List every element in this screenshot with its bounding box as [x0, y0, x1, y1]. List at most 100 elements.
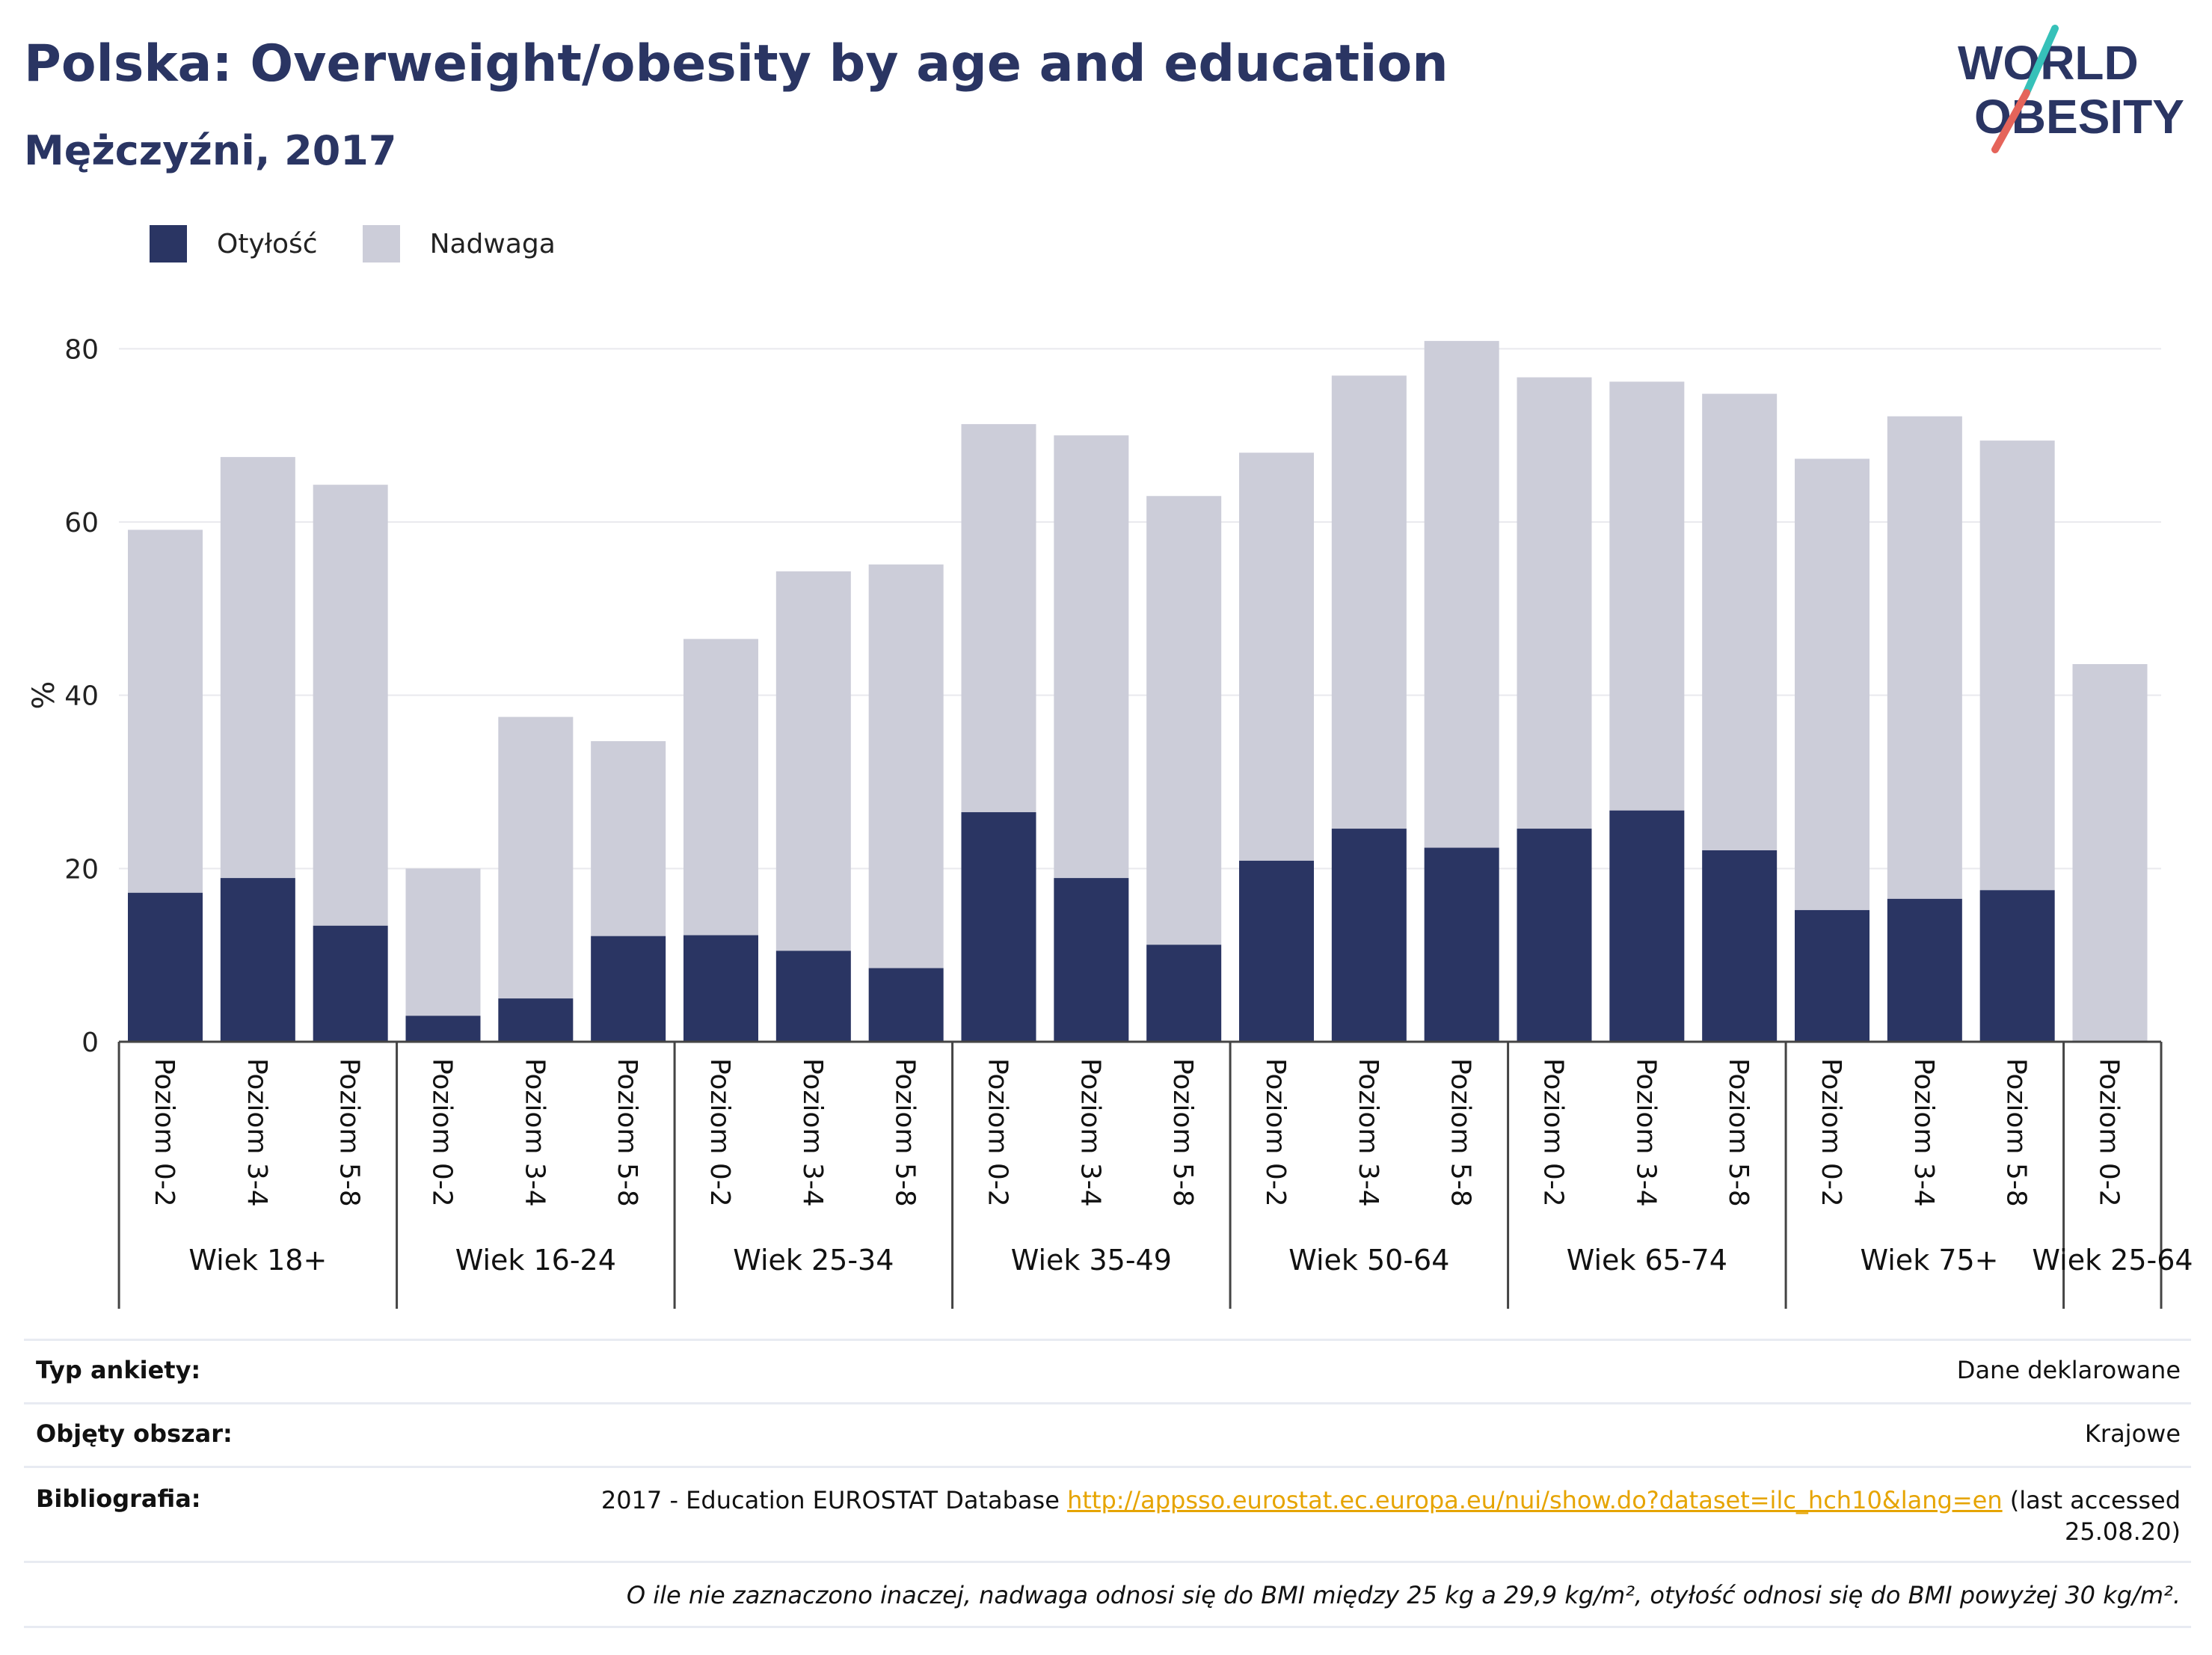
area-label: Objęty obszar:	[36, 1419, 233, 1448]
x-tick-label: Poziom 0-2	[149, 1058, 179, 1207]
bar-obesity	[1609, 810, 1685, 1042]
bar-obesity	[1517, 829, 1592, 1042]
bibliography-date: 25.08.20)	[2065, 1517, 2181, 1546]
bar-overweight	[775, 571, 851, 951]
bar-overweight	[405, 868, 481, 1016]
bar-obesity	[1795, 909, 1870, 1042]
bar-obesity	[1146, 945, 1222, 1042]
bar-overweight	[1979, 440, 2055, 891]
bar-obesity	[591, 936, 666, 1042]
y-axis-label: %	[27, 681, 61, 710]
x-tick-label: Poziom 0-2	[2094, 1058, 2125, 1207]
x-tick-label: Poziom 3-4	[242, 1058, 272, 1207]
bar-overweight	[961, 424, 1036, 813]
bibliography-text: 2017 - Education EUROSTAT Database	[600, 1486, 1060, 1514]
bar-overweight	[1702, 393, 1778, 851]
bar-overweight	[2072, 663, 2148, 1042]
chart-title: Polska: Overweight/obesity by age and ed…	[24, 34, 1448, 93]
bar-obesity	[498, 998, 574, 1042]
bar-obesity	[1979, 890, 2055, 1042]
legend-label-obesity: Otyłość	[217, 228, 318, 260]
legend-swatch-obesity	[150, 225, 187, 262]
bar-obesity	[1424, 847, 1499, 1042]
metadata-table: Typ ankiety: Dane deklarowane Objęty obs…	[24, 1339, 2191, 1628]
bar-overweight	[1887, 416, 1962, 899]
bar-overweight	[1424, 340, 1499, 848]
bar-overweight	[1331, 375, 1407, 829]
meta-row-bibliography: Bibliografia: 2017 - Education EUROSTAT …	[24, 1466, 2191, 1561]
bar-obesity	[220, 878, 295, 1042]
group-label: Wiek 16-24	[455, 1244, 616, 1277]
bar-overweight	[313, 485, 388, 926]
bibliography-link[interactable]: http://appsso.eurostat.ec.europa.eu/nui/…	[1067, 1486, 2003, 1514]
x-tick-label: Poziom 0-2	[1816, 1058, 1846, 1207]
area-value: Krajowe	[2084, 1419, 2181, 1448]
bar-obesity	[405, 1016, 481, 1042]
stacked-bar-chart: 0 20 40 60 80% Poziom 0-2 Poziom 3-4 Poziom 5-8…	[27, 334, 2193, 1309]
x-tick-label: Poziom 0-2	[427, 1058, 458, 1207]
meta-row-survey: Typ ankiety: Dane deklarowane	[24, 1339, 2191, 1402]
bar-overweight	[1609, 381, 1685, 811]
y-tick-label: 80	[64, 334, 99, 365]
bar-obesity	[683, 935, 758, 1042]
logo-slash-teal	[2021, 25, 2059, 99]
group-label: Wiek 25-64	[2032, 1244, 2193, 1277]
survey-type-value: Dane deklarowane	[1956, 1356, 2181, 1384]
x-tick-label: Poziom 0-2	[1260, 1058, 1291, 1207]
legend-item-overweight[interactable]: Nadwaga	[362, 225, 556, 262]
bar-overweight	[220, 457, 295, 879]
x-tick-label: Poziom 5-8	[1723, 1058, 1754, 1207]
x-tick-label: Poziom 3-4	[1075, 1058, 1105, 1207]
x-tick-label: Poziom 3-4	[797, 1058, 828, 1207]
x-tick-label: Poziom 3-4	[519, 1058, 550, 1207]
group-label: Wiek 25-34	[733, 1244, 894, 1277]
group-label: Wiek 65-74	[1567, 1244, 1727, 1277]
x-tick-label: Poziom 5-8	[890, 1058, 921, 1207]
y-tick-label: 20	[64, 854, 99, 885]
y-tick-label: 40	[64, 681, 99, 712]
bar-overweight	[1795, 458, 1870, 910]
bibliography-accessed: (last accessed	[2009, 1486, 2181, 1514]
x-tick-label: Poziom 5-8	[1446, 1058, 1476, 1207]
bar-obesity	[961, 812, 1036, 1042]
bar-overweight	[683, 639, 758, 936]
bmi-note: O ile nie zaznaczono inaczej, nadwaga od…	[626, 1581, 2181, 1609]
bar-obesity	[313, 925, 388, 1042]
x-tick-label: Poziom 3-4	[1630, 1058, 1661, 1207]
legend-item-obesity[interactable]: Otyłość	[150, 225, 318, 262]
bar-obesity	[1887, 898, 1962, 1042]
meta-row-area: Objęty obszar: Krajowe	[24, 1402, 2191, 1466]
group-label: Wiek 75+	[1861, 1244, 1999, 1277]
bar-overweight	[498, 716, 574, 999]
bar-overweight	[128, 529, 203, 893]
x-tick-label: Poziom 5-8	[2001, 1058, 2032, 1207]
legend-label-overweight: Nadwaga	[429, 228, 556, 260]
x-tick-label: Poziom 5-8	[334, 1058, 365, 1207]
bar-obesity	[128, 892, 203, 1042]
legend: Otyłość Nadwaga	[150, 224, 600, 263]
bibliography-value: 2017 - Education EUROSTAT Database http:…	[24, 1468, 2191, 1547]
chart-subtitle: Mężczyźni, 2017	[24, 127, 397, 174]
group-label: Wiek 18+	[188, 1244, 327, 1277]
x-tick-label: Poziom 5-8	[612, 1058, 642, 1207]
bar-obesity	[1054, 878, 1129, 1042]
meta-row-note: O ile nie zaznaczono inaczej, nadwaga od…	[24, 1561, 2191, 1628]
bar-overweight	[1517, 377, 1592, 829]
bar-obesity	[1239, 860, 1314, 1042]
bar-overweight	[591, 741, 666, 936]
bar-overweight	[868, 564, 944, 968]
bar-obesity	[1331, 829, 1407, 1042]
bar-obesity	[775, 951, 851, 1042]
survey-type-label: Typ ankiety:	[36, 1356, 201, 1384]
bar-obesity	[868, 968, 944, 1042]
x-tick-label: Poziom 0-2	[1538, 1058, 1569, 1207]
bar-overweight	[1054, 435, 1129, 879]
x-tick-label: Poziom 0-2	[704, 1058, 735, 1207]
x-tick-label: Poziom 5-8	[1167, 1058, 1198, 1207]
group-label: Wiek 50-64	[1288, 1244, 1449, 1277]
x-tick-label: Poziom 3-4	[1908, 1058, 1939, 1207]
logo-slash-red	[1991, 89, 2030, 153]
world-obesity-logo: WORLD OBESITY	[1958, 25, 2184, 153]
y-tick-label: 60	[64, 508, 99, 538]
group-label: Wiek 35-49	[1011, 1244, 1172, 1277]
